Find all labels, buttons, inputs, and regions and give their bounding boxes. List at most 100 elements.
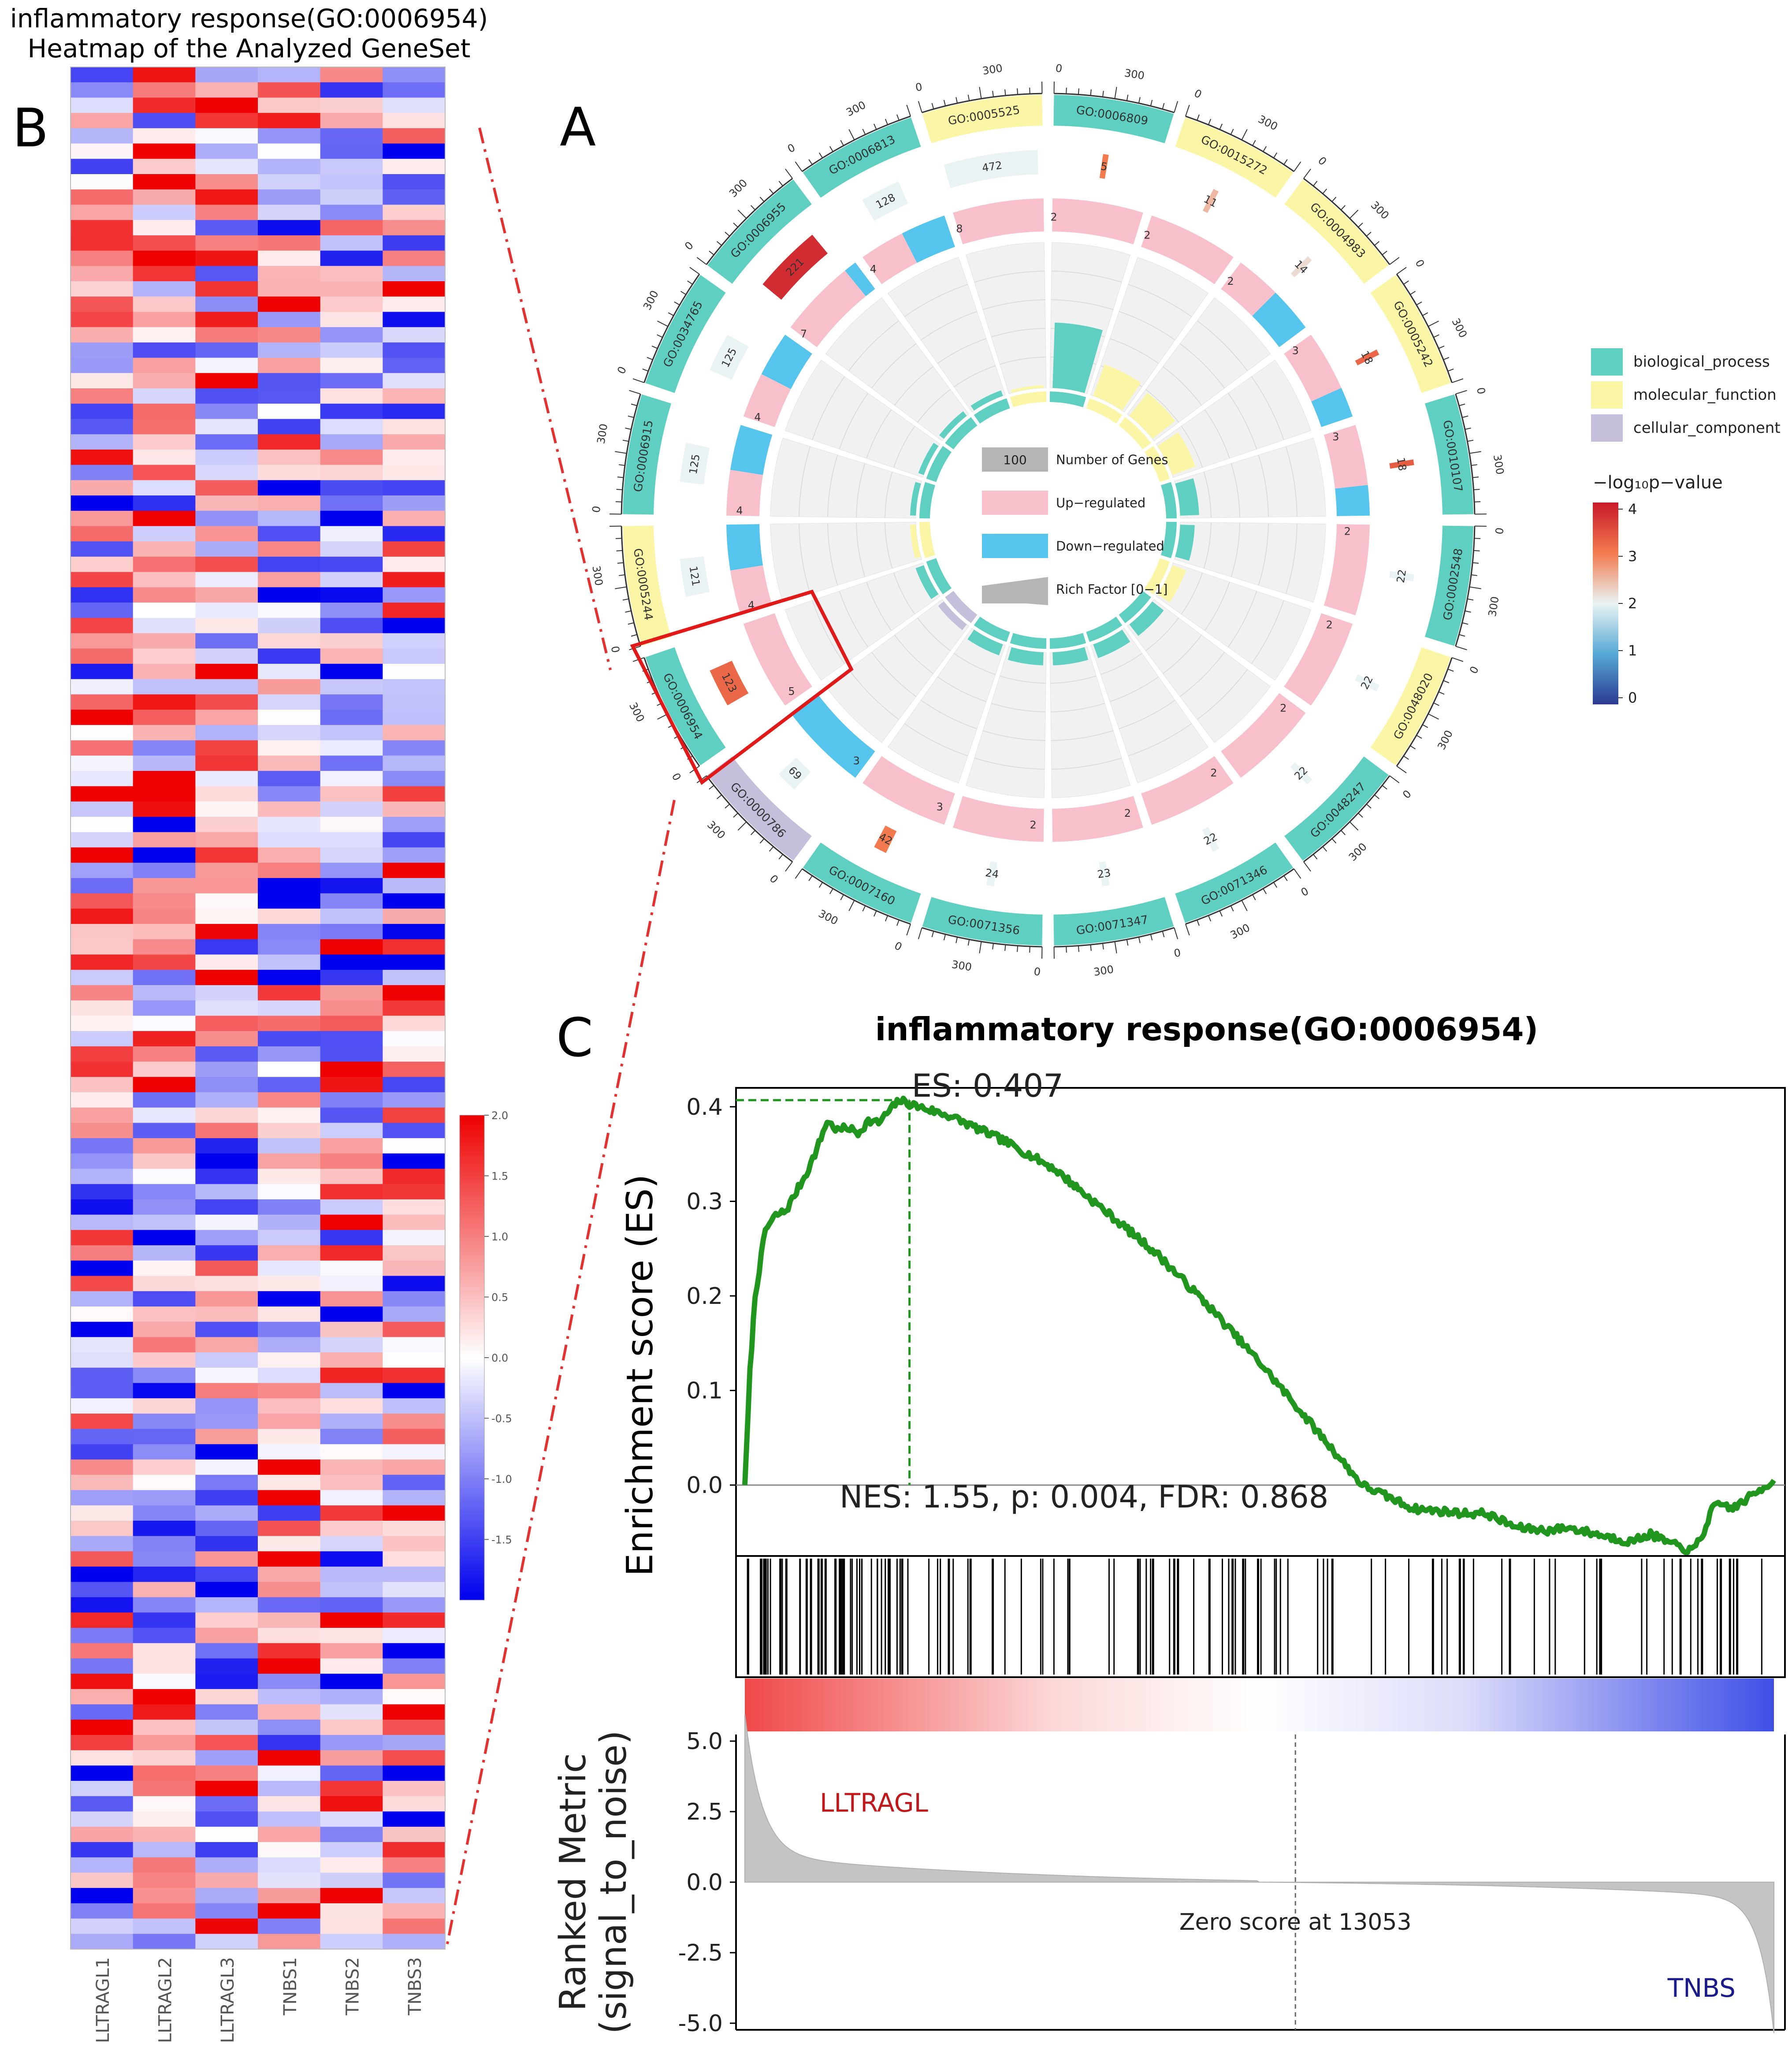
sector-scale-tick <box>874 910 877 917</box>
sector-scale-tick <box>725 804 730 809</box>
pvalue-tick-label: 2 <box>1628 595 1637 612</box>
heatmap-cell <box>133 159 196 175</box>
heatmap-cell <box>71 434 134 450</box>
heatmap-cell <box>320 1153 383 1169</box>
sector-scale-tick <box>1090 945 1092 951</box>
heatmap-cell <box>195 1383 258 1399</box>
sector-scale-tick <box>1066 87 1067 94</box>
heatmap-cell <box>320 924 383 940</box>
sector-scale-tick <box>716 241 722 246</box>
heatmap-cell <box>258 1214 321 1230</box>
heatmap-cell <box>320 510 383 527</box>
heatmap-cell <box>320 1077 383 1093</box>
sector-scale-tick <box>1138 937 1141 943</box>
sector-grid <box>991 328 1045 338</box>
sector-scale-tick <box>1428 713 1439 720</box>
heatmap-cell <box>195 281 258 297</box>
heatmap-cell <box>320 1321 383 1337</box>
sector-inner-band <box>1010 391 1047 407</box>
heatmap-cell <box>258 1046 321 1062</box>
heatmap-cell <box>383 863 446 878</box>
heatmap-cell <box>71 159 134 175</box>
heatmap-cell <box>195 1704 258 1720</box>
sector-scale-300: 300 <box>982 62 1004 77</box>
heatmap-cell <box>258 1582 321 1598</box>
sector-scale-tick <box>615 538 622 539</box>
sector-gene-count-bar <box>778 757 811 790</box>
sector-inner-band <box>1049 633 1086 649</box>
sector-grid <box>1051 299 1114 310</box>
heatmap-cell <box>195 434 258 450</box>
sector-grid <box>917 618 951 651</box>
heatmap-cell <box>133 541 196 557</box>
sector-go-band <box>1424 394 1473 515</box>
sector-inner-band <box>926 558 952 595</box>
colorbar-tick-label: 0.0 <box>491 1352 508 1364</box>
heatmap-cell <box>320 1092 383 1108</box>
es-frame <box>735 1087 1786 1557</box>
sector-grid <box>848 320 900 372</box>
heatmap-cell <box>195 1567 258 1582</box>
heatmap-cell <box>195 1612 258 1628</box>
heatmap-cell <box>71 1734 134 1751</box>
heatmap-cell <box>71 1643 134 1659</box>
heatmap-cell <box>71 1551 134 1567</box>
heatmap-cell <box>71 1658 134 1674</box>
heatmap-cell <box>320 434 383 450</box>
sector-inner-band <box>974 398 1010 424</box>
sector-scale-tick <box>979 87 982 99</box>
heatmap-cell <box>258 403 321 420</box>
heatmap-cell <box>320 1704 383 1720</box>
sector-scale-line <box>802 868 911 925</box>
category-legend-label: molecular_function <box>1633 386 1777 404</box>
sector-down-bar <box>845 262 875 297</box>
ranked-tick-label: 5.0 <box>686 1728 723 1755</box>
heatmap-cell <box>133 250 196 266</box>
heatmap-cell <box>258 1857 321 1873</box>
sector-rich-factor-bar <box>1011 385 1044 393</box>
heatmap-cell <box>71 1811 134 1827</box>
heatmap-cell <box>320 480 383 496</box>
heatmap-cell <box>258 220 321 236</box>
sector-scale-tick <box>1197 114 1200 121</box>
heatmap-cell <box>258 1230 321 1246</box>
heatmap-cell <box>320 954 383 970</box>
heatmap-cell <box>133 342 196 358</box>
heatmap-cell <box>71 1321 134 1337</box>
heatmap-cell <box>133 1827 196 1842</box>
heatmap-cell <box>258 281 321 297</box>
heatmap-cell <box>133 786 196 802</box>
heatmap-cell <box>320 1796 383 1812</box>
category-legend-label: cellular_component <box>1633 419 1781 437</box>
heatmap-cell <box>320 1138 383 1154</box>
pvalue-legend-title: −log₁₀p−value <box>1593 473 1723 493</box>
heatmap-subtitle: Heatmap of the Analyzed GeneSet <box>28 33 471 63</box>
heatmap-cell <box>320 419 383 435</box>
heatmap-cell <box>71 924 134 940</box>
heatmap-cell <box>195 1337 258 1353</box>
heatmap-cell <box>133 756 196 771</box>
heatmap-cell <box>383 82 446 98</box>
sector-rich-factor-bar <box>910 482 921 516</box>
heatmap-cell <box>195 1765 258 1781</box>
sector-up-bar <box>743 374 791 427</box>
sector-scale-zero: 0 <box>892 939 904 953</box>
sector-go-band <box>1175 117 1294 198</box>
heatmap-cell <box>383 633 446 649</box>
sector-grid <box>1145 618 1179 651</box>
heatmap-cell <box>383 1842 446 1858</box>
heatmap-cell <box>320 1934 383 1950</box>
sector-scale-tick <box>848 900 855 912</box>
gsea-stats: NES: 1.55, p: 0.004, FDR: 0.868 <box>840 1479 1328 1515</box>
heatmap-cell <box>320 1169 383 1184</box>
es-axis-label: Enrichment score (ES) <box>619 1174 661 1576</box>
heatmap-cell <box>258 1872 321 1888</box>
sector-scale-tick <box>1219 910 1223 917</box>
sector-scale-line <box>621 526 641 647</box>
heatmap-cell <box>320 1720 383 1735</box>
heatmap-cell <box>383 357 446 373</box>
sector-gene-count-bar <box>710 335 749 380</box>
